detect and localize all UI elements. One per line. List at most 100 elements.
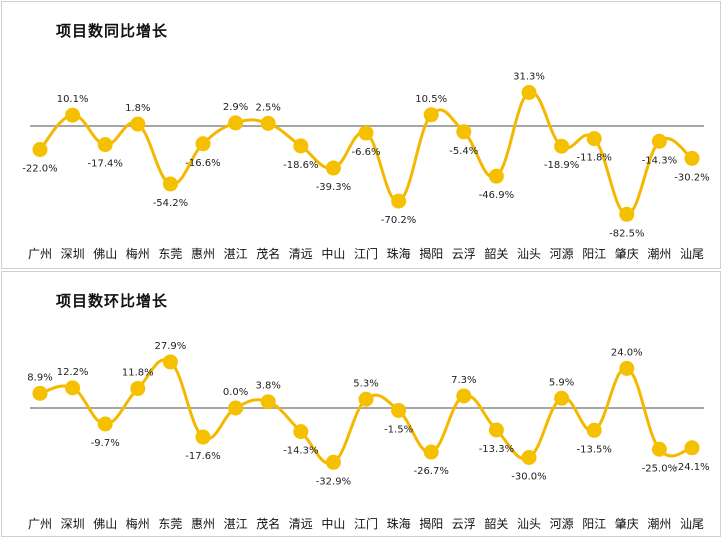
data-label: 3.8% bbox=[255, 381, 280, 392]
category-label: 河源 bbox=[550, 247, 574, 261]
data-point bbox=[260, 394, 276, 410]
data-point bbox=[586, 422, 602, 438]
data-point bbox=[684, 150, 700, 166]
category-label: 湛江 bbox=[224, 247, 248, 261]
mom-line-chart: 8.9% 广州 12.2% 深圳 -9.7% 佛山 11.8% 梅州 27.9% 东莞 -17.6%… bbox=[27, 341, 709, 531]
data-point bbox=[260, 115, 276, 131]
data-point bbox=[651, 441, 667, 457]
data-label: -46.9% bbox=[479, 190, 514, 201]
data-point bbox=[619, 360, 635, 376]
data-label: 7.3% bbox=[451, 375, 476, 386]
data-label: -24.1% bbox=[674, 462, 709, 473]
category-label: 江门 bbox=[354, 516, 378, 531]
chart-title: 项目数同比增长 bbox=[56, 22, 169, 40]
category-label: 汕尾 bbox=[680, 247, 704, 261]
yoy-line-chart: -22.0% 广州 10.1% 深圳 -17.4% 佛山 1.8% 梅州 -54.2% 东莞 -16… bbox=[22, 72, 709, 261]
chart-title: 项目数环比增长 bbox=[56, 292, 169, 310]
category-label: 阳江 bbox=[582, 247, 606, 261]
category-label: 揭阳 bbox=[419, 246, 443, 261]
data-label: -18.6% bbox=[283, 160, 318, 171]
category-label: 汕头 bbox=[517, 247, 541, 261]
category-label: 云浮 bbox=[452, 247, 476, 261]
data-point bbox=[162, 354, 178, 370]
data-label: 1.8% bbox=[125, 103, 150, 114]
data-point bbox=[97, 137, 113, 153]
category-label: 韶关 bbox=[484, 246, 508, 261]
data-point bbox=[391, 402, 407, 418]
data-label: -9.7% bbox=[91, 438, 120, 449]
data-label: -70.2% bbox=[381, 215, 416, 226]
data-point bbox=[65, 380, 81, 396]
data-label: -26.7% bbox=[414, 466, 449, 477]
data-point bbox=[423, 107, 439, 123]
data-label: 2.5% bbox=[255, 102, 280, 113]
data-label: -6.6% bbox=[351, 147, 380, 158]
data-label: -30.0% bbox=[511, 472, 546, 483]
data-label: 5.9% bbox=[549, 377, 574, 388]
category-label: 汕尾 bbox=[680, 517, 704, 531]
data-label: 24.0% bbox=[611, 347, 643, 358]
data-point bbox=[325, 160, 341, 176]
data-point bbox=[32, 385, 48, 401]
data-label: 12.2% bbox=[57, 367, 89, 378]
data-label: -13.3% bbox=[479, 444, 514, 455]
category-label: 珠海 bbox=[387, 516, 411, 531]
data-label: -25.0% bbox=[642, 463, 677, 474]
data-point bbox=[554, 390, 570, 406]
category-label: 深圳 bbox=[61, 247, 85, 261]
data-label: 0.0% bbox=[223, 387, 248, 398]
data-point bbox=[293, 424, 309, 440]
category-label: 广州 bbox=[28, 517, 52, 531]
category-label: 珠海 bbox=[387, 246, 411, 261]
data-point bbox=[195, 136, 211, 152]
data-point bbox=[586, 131, 602, 147]
chart-panel-yoy: 项目数同比增长 -22.0% 广州 10.1% 深圳 -17.4% 佛山 1.8% 梅州 -54… bbox=[1, 1, 721, 269]
data-label: -82.5% bbox=[609, 228, 644, 239]
category-label: 茂名 bbox=[256, 516, 280, 531]
category-label: 佛山 bbox=[93, 517, 117, 531]
category-label: 肇庆 bbox=[615, 516, 639, 531]
data-point bbox=[456, 388, 472, 404]
data-point bbox=[162, 176, 178, 192]
data-point bbox=[325, 454, 341, 470]
data-label: -54.2% bbox=[153, 198, 188, 209]
data-label: 8.9% bbox=[27, 372, 52, 383]
data-label: -39.3% bbox=[316, 182, 351, 193]
data-label: 5.3% bbox=[353, 378, 378, 389]
data-point bbox=[130, 381, 146, 397]
data-point bbox=[619, 206, 635, 222]
data-point bbox=[391, 193, 407, 209]
data-label: -17.4% bbox=[88, 159, 123, 170]
data-label: -18.9% bbox=[544, 160, 579, 171]
data-label: -1.5% bbox=[384, 424, 413, 435]
data-point bbox=[32, 142, 48, 158]
data-label: 11.8% bbox=[122, 368, 154, 379]
data-label: -14.3% bbox=[642, 155, 677, 166]
category-label: 广州 bbox=[28, 247, 52, 261]
data-label: 2.9% bbox=[223, 102, 248, 113]
data-label: -11.8% bbox=[577, 153, 612, 164]
data-point bbox=[228, 400, 244, 416]
category-label: 云浮 bbox=[452, 517, 476, 531]
data-point bbox=[554, 138, 570, 154]
category-label: 韶关 bbox=[484, 516, 508, 531]
data-point bbox=[130, 116, 146, 132]
data-label: -5.4% bbox=[449, 146, 478, 157]
data-label: 27.9% bbox=[155, 341, 187, 352]
category-label: 梅州 bbox=[126, 246, 150, 261]
category-label: 汕头 bbox=[517, 517, 541, 531]
category-label: 江门 bbox=[354, 246, 378, 261]
data-label: -32.9% bbox=[316, 476, 351, 487]
data-point bbox=[456, 124, 472, 140]
data-label: -30.2% bbox=[674, 172, 709, 183]
category-label: 深圳 bbox=[61, 517, 85, 531]
category-label: 潮州 bbox=[647, 246, 671, 261]
data-label: -22.0% bbox=[22, 164, 57, 175]
category-label: 惠州 bbox=[191, 517, 215, 531]
chart-panel-mom: 项目数环比增长 8.9% 广州 12.2% 深圳 -9.7% 佛山 11.8% 梅州 27.9%… bbox=[1, 271, 721, 537]
data-point bbox=[97, 416, 113, 432]
category-label: 东莞 bbox=[158, 517, 182, 531]
data-point bbox=[293, 138, 309, 154]
data-point bbox=[488, 168, 504, 184]
category-label: 东莞 bbox=[158, 247, 182, 261]
